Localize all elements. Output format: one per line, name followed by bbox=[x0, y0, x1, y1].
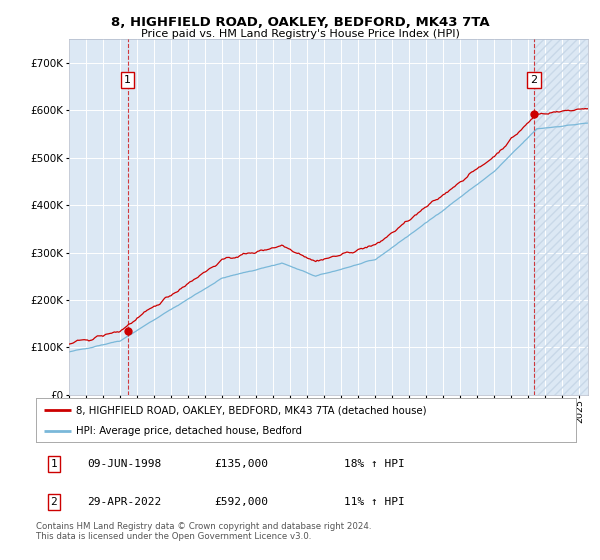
Text: £592,000: £592,000 bbox=[214, 497, 268, 507]
Bar bbox=[534, 39, 588, 395]
Text: 11% ↑ HPI: 11% ↑ HPI bbox=[344, 497, 404, 507]
Text: 18% ↑ HPI: 18% ↑ HPI bbox=[344, 459, 404, 469]
Text: £135,000: £135,000 bbox=[214, 459, 268, 469]
Text: 2: 2 bbox=[530, 75, 538, 85]
Text: 29-APR-2022: 29-APR-2022 bbox=[88, 497, 161, 507]
Text: HPI: Average price, detached house, Bedford: HPI: Average price, detached house, Bedf… bbox=[77, 426, 302, 436]
Text: Contains HM Land Registry data © Crown copyright and database right 2024.
This d: Contains HM Land Registry data © Crown c… bbox=[36, 522, 371, 542]
Text: 1: 1 bbox=[124, 75, 131, 85]
Text: 1: 1 bbox=[50, 459, 57, 469]
Text: 2: 2 bbox=[50, 497, 57, 507]
Text: 8, HIGHFIELD ROAD, OAKLEY, BEDFORD, MK43 7TA (detached house): 8, HIGHFIELD ROAD, OAKLEY, BEDFORD, MK43… bbox=[77, 405, 427, 415]
Text: 8, HIGHFIELD ROAD, OAKLEY, BEDFORD, MK43 7TA: 8, HIGHFIELD ROAD, OAKLEY, BEDFORD, MK43… bbox=[110, 16, 490, 29]
Text: Price paid vs. HM Land Registry's House Price Index (HPI): Price paid vs. HM Land Registry's House … bbox=[140, 29, 460, 39]
Text: 09-JUN-1998: 09-JUN-1998 bbox=[88, 459, 161, 469]
